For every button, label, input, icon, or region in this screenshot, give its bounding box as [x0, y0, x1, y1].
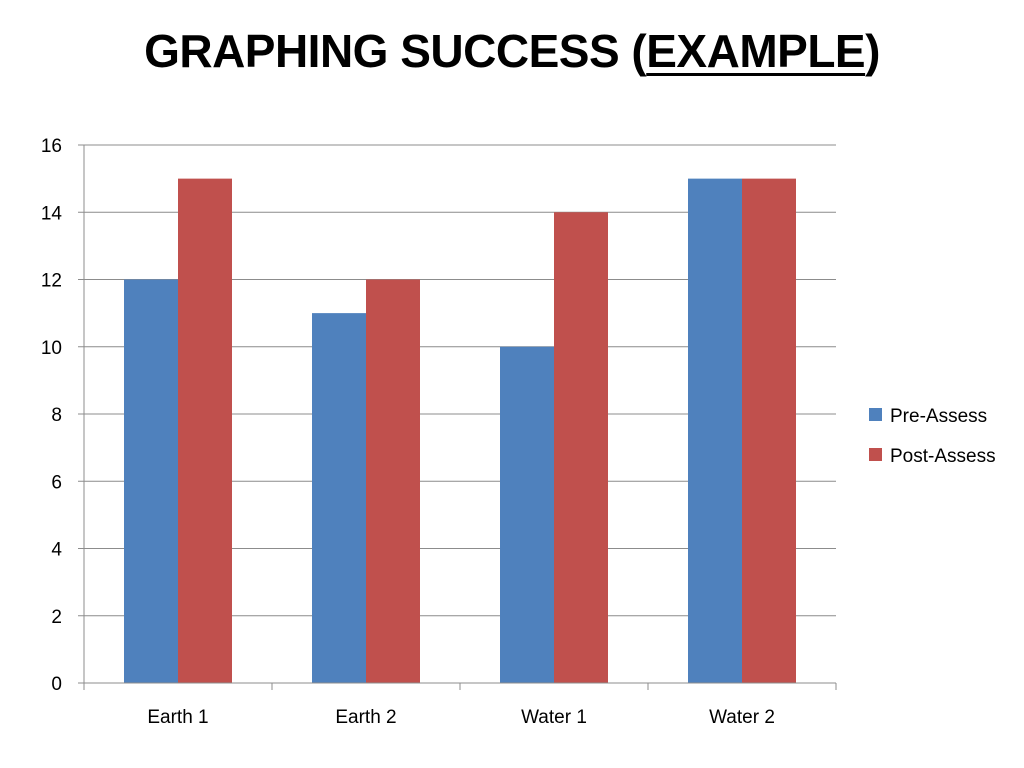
x-tick-label: Water 2 [709, 707, 775, 728]
title-suffix: ) [865, 25, 880, 77]
y-tick-label: 6 [51, 472, 62, 493]
legend-swatch [869, 448, 882, 461]
bar-pre-assess-earth-1 [124, 279, 178, 683]
bar-post-assess-earth-1 [178, 178, 232, 683]
legend-label: Pre-Assess [890, 406, 987, 427]
bar-pre-assess-water-2 [688, 178, 742, 683]
y-tick-label: 4 [51, 540, 62, 561]
y-tick-label: 8 [51, 405, 62, 426]
y-tick-label: 10 [41, 338, 62, 359]
y-tick-label: 16 [41, 136, 62, 157]
y-tick-label: 2 [51, 607, 62, 628]
title-prefix: GRAPHING SUCCESS ( [144, 25, 647, 77]
x-tick-label: Water 1 [521, 707, 587, 728]
legend-swatch [869, 408, 882, 421]
y-tick-label: 14 [41, 203, 63, 224]
y-tick-label: 12 [41, 271, 62, 292]
bar-pre-assess-water-1 [500, 346, 554, 683]
axes: 0 2 4 6 8 10 12 14 16 Earth 1 Earth 2 Water 1 Water … [41, 136, 837, 728]
bar-post-assess-earth-2 [366, 279, 420, 683]
title-emphasis: EXAMPLE [646, 25, 866, 77]
slide-title: GRAPHING SUCCESS (EXAMPLE) [0, 24, 1024, 78]
bar-post-assess-water-1 [554, 212, 608, 683]
legend-label: Post-Assess [890, 446, 996, 467]
bars [124, 178, 796, 683]
bar-post-assess-water-2 [742, 178, 796, 683]
x-tick-label: Earth 1 [147, 707, 208, 728]
bar-pre-assess-earth-2 [312, 313, 366, 683]
y-tick-label: 0 [51, 674, 62, 695]
legend: Pre-Assess Post-Assess [869, 406, 996, 467]
x-tick-label: Earth 2 [335, 707, 396, 728]
